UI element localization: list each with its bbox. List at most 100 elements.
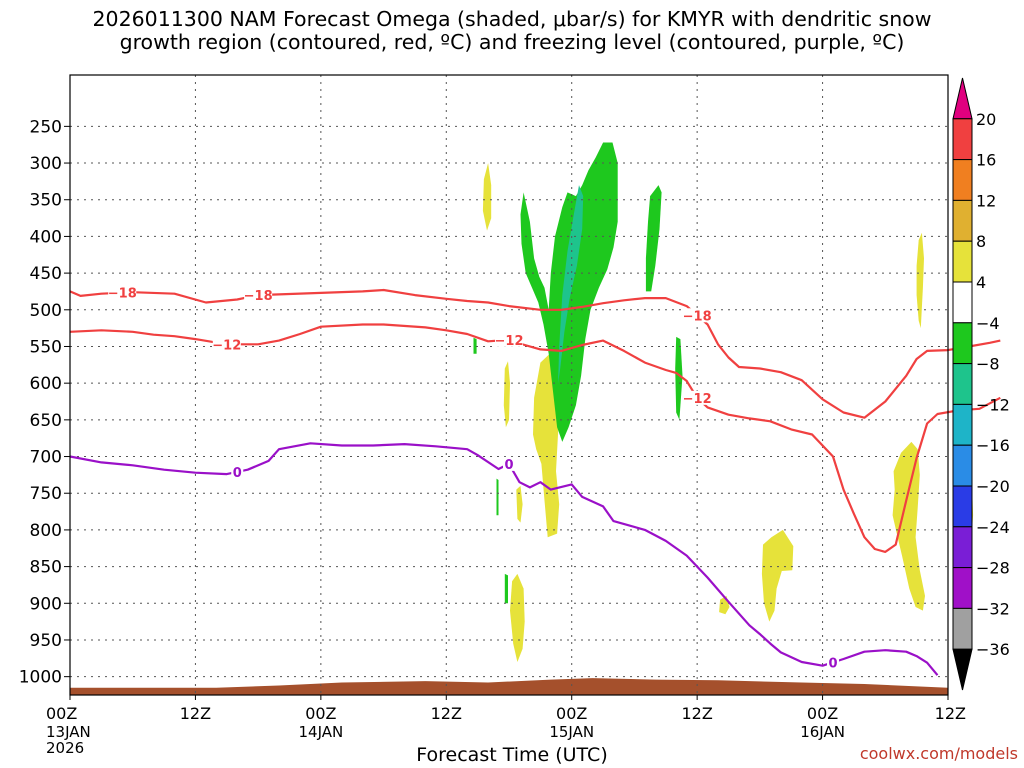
colorbar-label-10: −24 — [976, 518, 1010, 537]
x-date-label-0-1: 2026 — [46, 739, 84, 757]
isotherm-label-bg — [503, 456, 515, 471]
x-tick-label-84: 12Z — [935, 704, 966, 723]
colorbar-label-12: −32 — [976, 599, 1010, 618]
y-tick-label-400: 400 — [30, 227, 62, 247]
colorbar-bin-13 — [952, 607, 973, 650]
terrain — [70, 678, 948, 695]
isotherm-label-3-3: 0 — [829, 656, 838, 671]
colorbar-bin-8 — [952, 403, 973, 446]
omega-region-16 — [473, 337, 477, 354]
isotherm-label-bg — [244, 288, 273, 303]
omega-region-6 — [516, 485, 523, 523]
omega-region-5 — [503, 361, 510, 428]
isotherm-label-3-2: 0 — [504, 458, 513, 473]
isotherm-label-3-1: 0 — [233, 466, 242, 481]
isotherm-label-1-3: −18 — [683, 309, 712, 324]
colorbar-label-8: −16 — [976, 436, 1010, 455]
x-date-label-0-0: 13JAN — [46, 723, 91, 741]
isotherm-label-bg — [683, 308, 712, 323]
omega-region-18 — [504, 573, 508, 604]
isotherm-label-2-1: −12 — [212, 338, 241, 353]
colorbar-bin-9 — [952, 444, 973, 487]
colorbar-label-5: −4 — [976, 314, 1000, 333]
x-date-label-72-0: 16JAN — [800, 723, 845, 741]
y-tick-label-650: 650 — [30, 411, 62, 431]
x-date-label-24-0: 14JAN — [298, 723, 343, 741]
x-tick-label-24: 00Z — [305, 704, 336, 723]
y-tick-label-750: 750 — [30, 484, 62, 504]
isotherm-label-bg — [212, 337, 241, 352]
isotherm-line-2 — [69, 323, 1001, 554]
isotherm-label-1-1: −18 — [108, 287, 137, 302]
colorbar-label-4: 4 — [976, 273, 986, 292]
colorbar-label-13: −36 — [976, 640, 1010, 659]
y-tick-label-800: 800 — [30, 521, 62, 541]
colorbar-label-6: −8 — [976, 355, 1000, 374]
omega-region-3 — [533, 353, 560, 538]
colorbar-label-2: 12 — [976, 191, 996, 210]
omega-region-14 — [645, 185, 662, 292]
omega-region-7 — [719, 595, 730, 615]
chart-title: 2026011300 NAM Forecast Omega (shaded, μ… — [92, 7, 932, 54]
omega-region-10 — [892, 441, 925, 611]
terrain-fill — [70, 678, 948, 695]
y-tick-label-450: 450 — [30, 264, 62, 284]
colorbar-bin-6 — [952, 322, 973, 365]
y-tick-label-300: 300 — [30, 154, 62, 174]
x-tick-label-60: 12Z — [681, 704, 712, 723]
isotherm-label-bg — [683, 390, 712, 405]
omega-region-9 — [916, 232, 924, 329]
y-tick-label-700: 700 — [30, 448, 62, 468]
isotherm-label-bg — [231, 464, 244, 479]
isotherm-label-bg — [108, 285, 137, 300]
colorbar-label-0: 20 — [976, 110, 996, 129]
colorbar-bin-11 — [952, 526, 973, 569]
x-tick-label-12: 12Z — [180, 704, 211, 723]
colorbar: 20 16 12 8 4 −4 −8 −12 −16 −20 −24 −28 −32 −36 — [952, 77, 1010, 691]
omega-region-1 — [482, 163, 492, 231]
colorbar-label-1: 16 — [976, 151, 996, 170]
watermark: coolwx.com/models — [859, 744, 1018, 763]
x-date-label-48-0: 15JAN — [549, 723, 594, 741]
colorbar-bottom-arrow — [952, 648, 973, 691]
colorbar-bin-10 — [952, 485, 973, 528]
colorbar-bin-4 — [952, 240, 973, 283]
colorbar-bin-12 — [952, 567, 973, 609]
y-tick-label-1000: 1000 — [19, 668, 62, 688]
y-tick-label-950: 950 — [30, 631, 62, 651]
y-tick-label-550: 550 — [30, 337, 62, 357]
isotherm-line-3 — [69, 442, 939, 676]
isotherm-label-1-2: −18 — [244, 289, 273, 304]
colorbar-bin-5 — [952, 281, 973, 324]
isotherm-label-2-2: −12 — [495, 334, 524, 349]
colorbar-top-arrow — [952, 77, 973, 120]
x-tick-label-36: 12Z — [431, 704, 462, 723]
y-tick-label-600: 600 — [30, 374, 62, 394]
x-tick-label-0: 00Z — [46, 704, 77, 723]
omega-shading — [473, 142, 974, 662]
x-tick-label-72: 00Z — [807, 704, 838, 723]
omega-region-4 — [510, 573, 525, 662]
colorbar-bin-2 — [952, 159, 973, 201]
y-tick-label-500: 500 — [30, 301, 62, 321]
y-axis: 250 300 350 400 450 500 550 600 650 700 750 800 850 9… — [19, 117, 70, 688]
y-tick-label-850: 850 — [30, 558, 62, 578]
omega-region-13 — [558, 185, 584, 384]
x-tick-label-48: 00Z — [556, 704, 587, 723]
y-tick-label-350: 350 — [30, 191, 62, 211]
isotherm-contours: −18 −18 −18 −12 −12 −12 0 0 0 — [69, 285, 1001, 676]
colorbar-bin-3 — [952, 199, 973, 242]
colorbar-bin-7 — [952, 363, 973, 405]
colorbar-label-11: −28 — [976, 559, 1010, 578]
omega-region-8 — [761, 529, 794, 622]
isotherm-label-bg — [827, 655, 840, 670]
y-tick-label-900: 900 — [30, 594, 62, 614]
colorbar-label-3: 8 — [976, 232, 986, 251]
isotherm-label-2-3: −12 — [683, 392, 712, 407]
plot-frame — [69, 74, 949, 696]
omega-region-15 — [675, 336, 683, 420]
omega-region-17 — [496, 478, 499, 516]
y-tick-label-250: 250 — [30, 117, 62, 137]
